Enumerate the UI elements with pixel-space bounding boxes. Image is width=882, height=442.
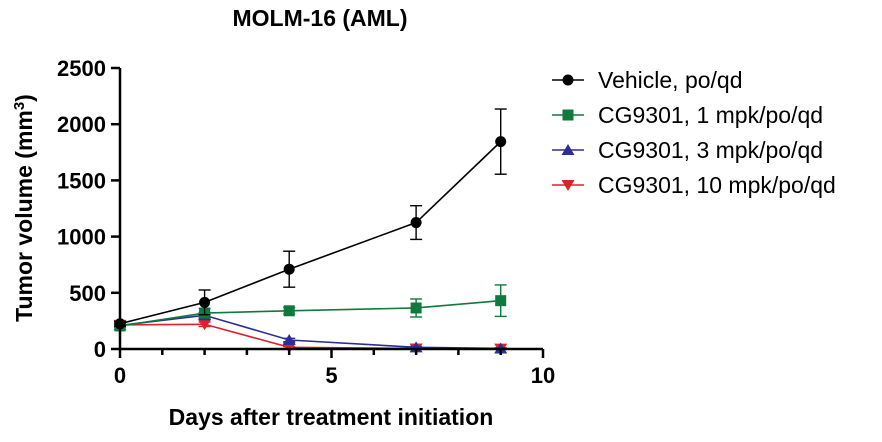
- y-tick-label: 1000: [57, 225, 106, 250]
- data-point: [495, 136, 507, 148]
- y-tick-label: 1500: [57, 168, 106, 193]
- series-line: [119, 299, 501, 327]
- data-point: [283, 263, 295, 275]
- data-point: [282, 334, 296, 346]
- y-axis-label-end: ): [11, 94, 37, 102]
- plot-area: [113, 108, 508, 355]
- series-circle: [114, 108, 507, 330]
- legend-item: CG9301, 3 mpk/po/qd: [552, 137, 823, 163]
- legend-label: CG9301, 1 mpk/po/qd: [598, 102, 823, 128]
- series-line: [119, 323, 501, 350]
- legend-label: CG9301, 3 mpk/po/qd: [598, 137, 823, 163]
- y-tick-label: 500: [69, 281, 106, 306]
- y-ticks: 0 500 1000 1500 2000 2500: [57, 56, 120, 362]
- y-axis-label-sup: 3: [11, 102, 28, 110]
- y-axis-label-main: Tumor volume (mm: [11, 110, 37, 322]
- legend-marker: [561, 144, 575, 155]
- data-point: [410, 217, 422, 229]
- legend-item: CG9301, 10 mpk/po/qd: [552, 172, 836, 198]
- x-ticks: 0 5 10: [114, 349, 555, 388]
- legend-item: Vehicle, po/qd: [552, 67, 743, 93]
- chart-title: MOLM-16 (AML): [232, 5, 407, 31]
- y-tick-label: 0: [94, 337, 106, 362]
- y-axis-label: Tumor volume (mm3): [11, 94, 38, 322]
- data-point: [199, 296, 211, 308]
- x-axis-label: Days after treatment initiation: [169, 404, 494, 430]
- y-tick-label: 2000: [57, 112, 106, 137]
- y-tick-label: 2500: [57, 56, 106, 81]
- legend-item: CG9301, 1 mpk/po/qd: [552, 102, 823, 128]
- legend-marker: [561, 180, 575, 191]
- data-point: [495, 295, 507, 307]
- series-line: [119, 314, 501, 350]
- data-point: [283, 305, 295, 317]
- series-line: [119, 141, 502, 325]
- legend-marker: [562, 74, 574, 86]
- legend-marker: [562, 109, 574, 121]
- data-point: [410, 302, 422, 314]
- legend-label: Vehicle, po/qd: [598, 67, 743, 93]
- x-tick-label: 0: [114, 363, 126, 388]
- legend: Vehicle, po/qd CG9301, 1 mpk/po/qd CG9301,…: [552, 67, 836, 198]
- data-point: [198, 319, 212, 331]
- legend-label: CG9301, 10 mpk/po/qd: [598, 172, 836, 198]
- x-tick-label: 10: [531, 363, 555, 388]
- x-tick-label: 5: [325, 363, 337, 388]
